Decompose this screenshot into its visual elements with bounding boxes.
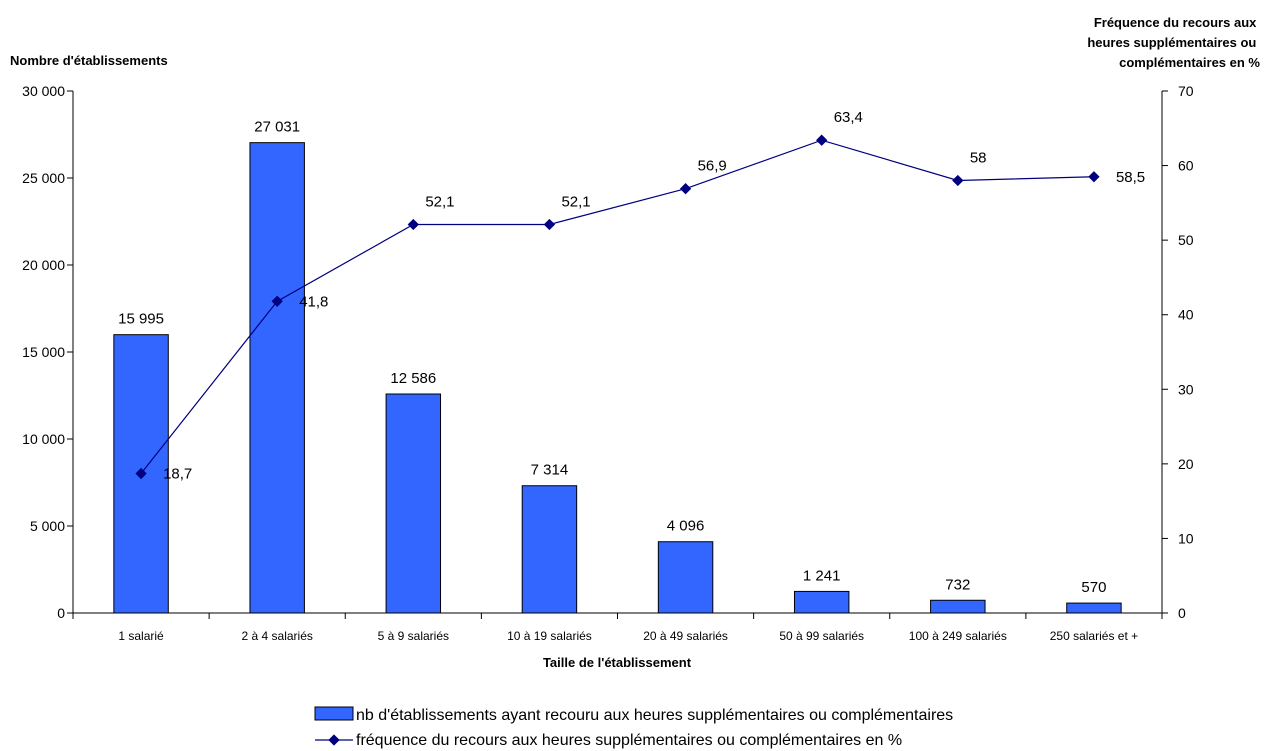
right-tick-label: 60: [1178, 158, 1194, 174]
line-point-marker: [952, 174, 964, 187]
plot-area: 0 5 000 10 000 15 000 20 000 25 000 30 000 0 10 2…: [22, 83, 1194, 643]
line-point-marker: [135, 467, 147, 480]
line-value-label: 58: [970, 149, 987, 166]
x-tick-label: 50 à 99 salariés: [779, 629, 864, 643]
bar: [521, 485, 578, 614]
left-tick-label: 30 000: [22, 83, 65, 99]
bar-value-label: 732: [945, 576, 970, 593]
left-tick-label: 10 000: [22, 431, 65, 447]
left-tick-label: 0: [57, 605, 65, 621]
right-tick-label: 30: [1178, 381, 1194, 397]
right-axis-title-line-3: complémentaires en %: [1119, 55, 1260, 70]
bar-value-label: 27 031: [254, 119, 300, 136]
legend-line-label: fréquence du recours aux heures suppléme…: [356, 732, 902, 749]
left-tick-label: 5 000: [30, 518, 65, 534]
right-tick-label: 70: [1178, 83, 1194, 99]
x-tick-label: 20 à 49 salariés: [643, 629, 728, 643]
right-axis-title-line-2: heures supplémentaires ou: [1087, 35, 1256, 50]
line-value-label: 52,1: [561, 193, 590, 210]
bar: [385, 393, 442, 614]
bar: [793, 590, 850, 614]
line-value-label: 56,9: [698, 158, 727, 175]
x-tick-label: 100 à 249 salariés: [909, 629, 1007, 643]
line-point-marker: [407, 218, 419, 231]
bar-value-label: 7 314: [531, 462, 569, 479]
line-value-label: 18,7: [163, 466, 192, 483]
x-tick-label: 250 salariés et +: [1050, 629, 1138, 643]
line-point-marker: [271, 295, 283, 307]
line-value-label: 58,5: [1116, 169, 1145, 186]
legend-bar-swatch: [314, 706, 354, 721]
left-tick-label: 20 000: [22, 257, 65, 273]
line-point-marker: [1088, 171, 1100, 183]
legend: nb d'établissements ayant recouru aux he…: [314, 706, 953, 749]
line-point-marker: [816, 134, 828, 146]
line-point-marker: [679, 183, 692, 195]
right-tick-label: 10: [1178, 530, 1194, 546]
bar: [657, 541, 714, 614]
right-tick-label: 50: [1178, 232, 1194, 248]
left-tick-label: 15 000: [22, 344, 65, 360]
right-axis-title: Fréquence du recours aux heures suppléme…: [1087, 15, 1260, 70]
left-tick-label: 25 000: [22, 170, 65, 186]
legend-bar-label: nb d'établissements ayant recouru aux he…: [356, 707, 953, 724]
x-tick-label: 5 à 9 salariés: [378, 629, 449, 643]
bar-value-label: 570: [1081, 579, 1106, 596]
x-axis-title: Taille de l'établissement: [543, 655, 692, 670]
right-tick-label: 40: [1178, 307, 1194, 323]
bar-value-label: 1 241: [803, 567, 841, 584]
line-point-marker: [543, 218, 556, 231]
legend-line-marker: [328, 734, 340, 746]
x-tick-label: 10 à 19 salariés: [507, 629, 592, 643]
right-tick-label: 0: [1178, 605, 1186, 621]
right-axis-title-line-1: Fréquence du recours aux: [1094, 15, 1257, 30]
x-tick-label: 1 salarié: [118, 629, 164, 643]
bar-value-label: 12 586: [390, 370, 436, 387]
line-series: [140, 139, 1094, 474]
line-value-label: 52,1: [425, 193, 454, 210]
line-value-label: 63,4: [834, 109, 863, 126]
right-tick-label: 20: [1178, 456, 1194, 472]
bar: [249, 142, 305, 614]
bar-value-label: 4 096: [667, 518, 705, 535]
bar-value-label: 15 995: [118, 311, 164, 328]
bar: [930, 599, 986, 614]
x-tick-label: 2 à 4 salariés: [242, 629, 313, 643]
line-value-label: 41,8: [299, 293, 328, 310]
left-axis-title: Nombre d'établissements: [10, 53, 168, 68]
bar: [1066, 602, 1122, 614]
